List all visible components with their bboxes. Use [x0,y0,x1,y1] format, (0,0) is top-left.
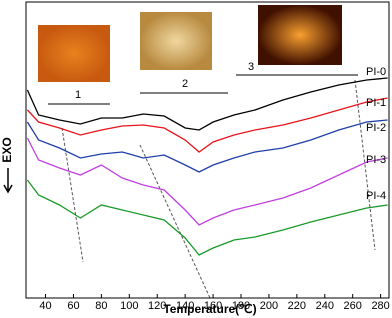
micrograph [38,25,110,82]
x-tick-label: 100 [120,300,138,312]
annotation: 1 [75,89,81,101]
series-line [26,77,388,131]
annotation: 3 [248,61,254,73]
x-tick-label: 40 [39,300,51,312]
x-tick-label: 120 [148,300,166,312]
series-line [26,179,388,256]
micrograph [258,5,342,65]
insets [38,5,342,82]
x-tick-label: 60 [67,300,79,312]
x-tick-label: 180 [232,300,250,312]
x-tick-label: 280 [371,300,389,312]
annotation: 2 [182,78,188,90]
x-tick-label: 240 [316,300,334,312]
x-tick-label: 140 [176,300,194,312]
series-label: PI-1 [366,97,386,109]
exo-arrow [3,168,13,194]
x-tick-label: 220 [288,300,306,312]
dashed-line [354,79,376,251]
x-tick-label: 160 [204,300,222,312]
annotation-lines [48,74,358,105]
series-line [26,97,388,153]
plot-frame [25,1,390,299]
series-line [26,119,388,173]
x-tick-label: 200 [260,300,278,312]
series-label: PI-3 [366,154,386,166]
series-label: PI-0 [366,66,386,78]
y-axis-label: EXO [0,137,14,162]
dashed-line [61,127,84,263]
x-axis-label: Temperature(℃) [163,302,256,316]
dashed-line [139,144,211,299]
series-label: PI-2 [366,122,386,134]
x-tick-label: 260 [344,300,362,312]
series-line [26,137,388,226]
micrograph [140,12,212,70]
x-tick-label: 80 [95,300,107,312]
series-label: PI-4 [366,190,386,202]
